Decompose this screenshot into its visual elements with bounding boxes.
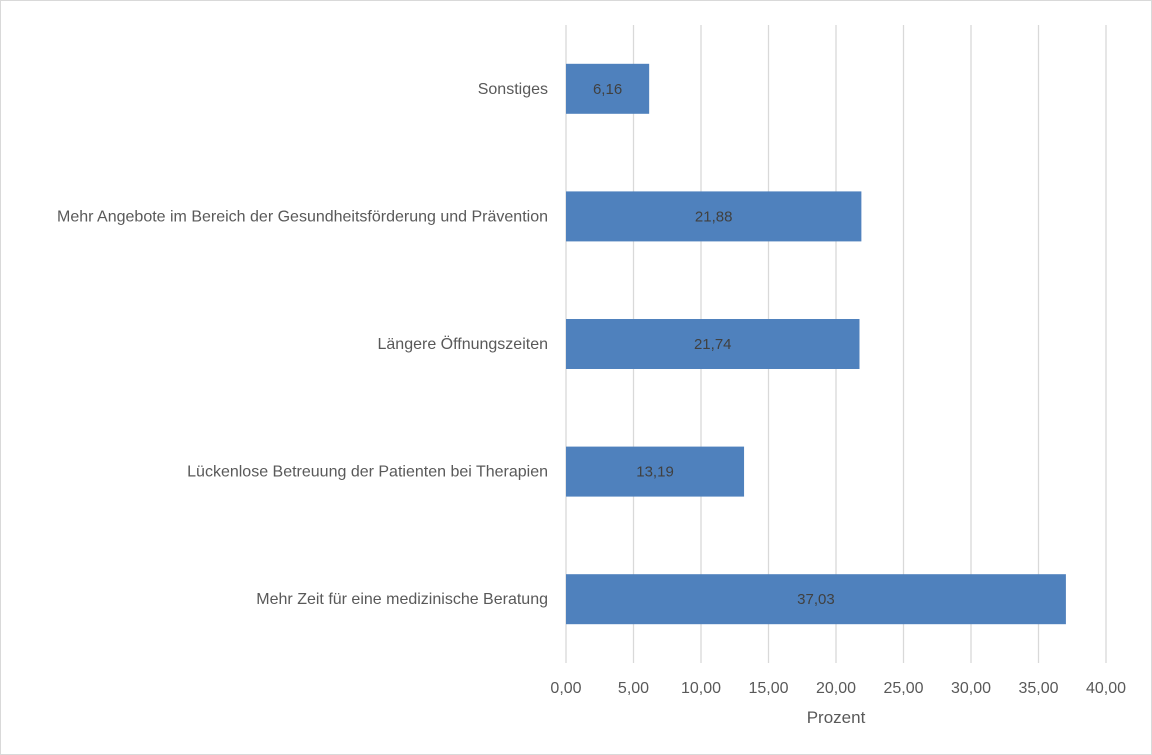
bar [566, 446, 745, 497]
x-tick-label: 20,00 [816, 680, 856, 697]
bar [566, 319, 860, 369]
x-tick-labels: 0,00 5,00 10,00 15,00 20,00 25,00 30,00 35,00 40… [550, 680, 1126, 697]
category-label: Mehr Zeit für eine medizinische Beratung [256, 591, 548, 608]
x-tick-label: 15,00 [748, 680, 788, 697]
x-tick-label: 10,00 [681, 680, 721, 697]
data-label: 13,19 [636, 464, 674, 481]
data-label: 21,74 [694, 336, 732, 353]
x-axis-title: Prozent [807, 708, 866, 727]
x-tick-label: 0,00 [550, 680, 581, 697]
x-tick-label: 25,00 [883, 680, 923, 697]
x-tick-label: 40,00 [1086, 680, 1126, 697]
category-label: Längere Öffnungszeiten [378, 335, 549, 353]
bar [566, 63, 650, 114]
data-label: 21,88 [695, 208, 733, 225]
category-label: Mehr Angebote im Bereich der Gesundheits… [57, 208, 548, 225]
data-label: 6,16 [593, 81, 622, 98]
bar [566, 191, 862, 242]
x-tick-label: 30,00 [951, 680, 991, 697]
category-label: Lückenlose Betreuung der Patienten bei T… [187, 464, 548, 481]
bar [566, 574, 1066, 625]
bars: 6,16 21,88 21,74 13,19 37,03 [566, 63, 1066, 625]
data-label: 37,03 [797, 591, 835, 608]
category-label: Sonstiges [478, 81, 548, 98]
x-tick-label: 35,00 [1018, 680, 1058, 697]
x-tick-label: 5,00 [618, 680, 649, 697]
category-labels: Sonstiges Mehr Angebote im Bereich der Ge… [57, 81, 548, 608]
